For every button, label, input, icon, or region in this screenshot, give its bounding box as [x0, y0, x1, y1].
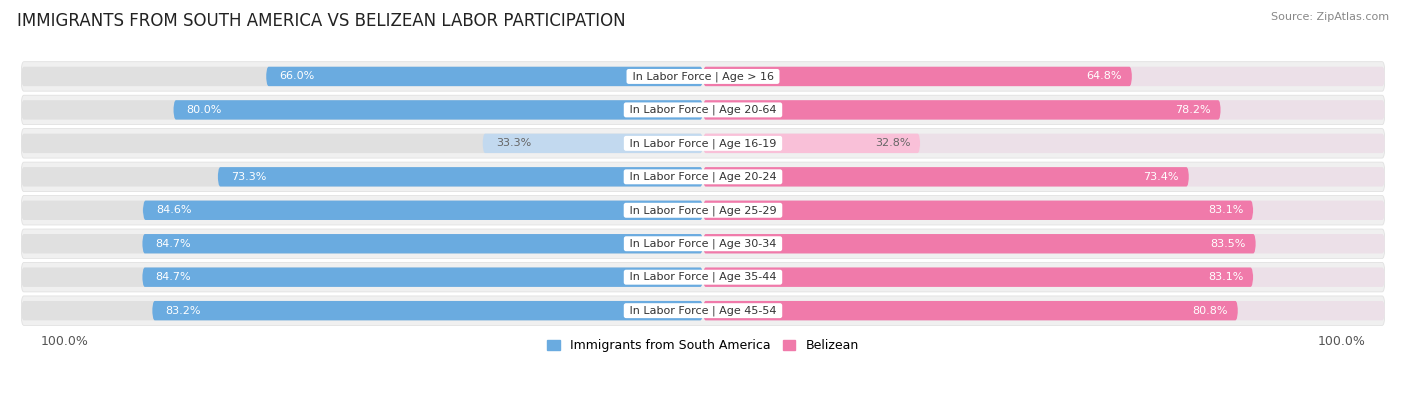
FancyBboxPatch shape: [143, 201, 703, 220]
FancyBboxPatch shape: [703, 134, 1385, 153]
Text: 80.8%: 80.8%: [1192, 306, 1227, 316]
Text: 84.6%: 84.6%: [156, 205, 191, 215]
Text: 100.0%: 100.0%: [41, 335, 89, 348]
FancyBboxPatch shape: [266, 67, 703, 86]
FancyBboxPatch shape: [142, 234, 703, 254]
Text: Source: ZipAtlas.com: Source: ZipAtlas.com: [1271, 12, 1389, 22]
FancyBboxPatch shape: [703, 167, 1189, 186]
FancyBboxPatch shape: [703, 301, 1237, 320]
FancyBboxPatch shape: [21, 234, 703, 254]
FancyBboxPatch shape: [173, 100, 703, 120]
FancyBboxPatch shape: [21, 229, 1385, 258]
FancyBboxPatch shape: [21, 95, 1385, 125]
FancyBboxPatch shape: [703, 301, 1385, 320]
FancyBboxPatch shape: [21, 267, 703, 287]
FancyBboxPatch shape: [218, 167, 703, 186]
Text: 80.0%: 80.0%: [187, 105, 222, 115]
FancyBboxPatch shape: [21, 167, 703, 186]
FancyBboxPatch shape: [21, 134, 703, 153]
FancyBboxPatch shape: [21, 296, 1385, 325]
Text: In Labor Force | Age 45-54: In Labor Force | Age 45-54: [626, 305, 780, 316]
FancyBboxPatch shape: [21, 67, 703, 86]
FancyBboxPatch shape: [703, 67, 1132, 86]
FancyBboxPatch shape: [703, 100, 1220, 120]
Text: 84.7%: 84.7%: [156, 239, 191, 249]
FancyBboxPatch shape: [21, 262, 1385, 292]
FancyBboxPatch shape: [21, 301, 703, 320]
FancyBboxPatch shape: [21, 129, 1385, 158]
FancyBboxPatch shape: [21, 100, 703, 120]
FancyBboxPatch shape: [703, 267, 1385, 287]
Text: In Labor Force | Age 35-44: In Labor Force | Age 35-44: [626, 272, 780, 282]
FancyBboxPatch shape: [703, 67, 1385, 86]
Text: In Labor Force | Age 20-24: In Labor Force | Age 20-24: [626, 171, 780, 182]
Text: In Labor Force | Age 16-19: In Labor Force | Age 16-19: [626, 138, 780, 149]
FancyBboxPatch shape: [482, 134, 703, 153]
FancyBboxPatch shape: [703, 234, 1256, 254]
Text: 73.4%: 73.4%: [1143, 172, 1180, 182]
FancyBboxPatch shape: [21, 196, 1385, 225]
Text: 83.1%: 83.1%: [1208, 272, 1243, 282]
Text: 83.5%: 83.5%: [1211, 239, 1246, 249]
Text: IMMIGRANTS FROM SOUTH AMERICA VS BELIZEAN LABOR PARTICIPATION: IMMIGRANTS FROM SOUTH AMERICA VS BELIZEA…: [17, 12, 626, 30]
FancyBboxPatch shape: [703, 201, 1385, 220]
Text: 32.8%: 32.8%: [875, 138, 910, 149]
FancyBboxPatch shape: [703, 234, 1385, 254]
Text: 83.1%: 83.1%: [1208, 205, 1243, 215]
Text: In Labor Force | Age > 16: In Labor Force | Age > 16: [628, 71, 778, 82]
FancyBboxPatch shape: [152, 301, 703, 320]
FancyBboxPatch shape: [21, 162, 1385, 192]
FancyBboxPatch shape: [703, 267, 1253, 287]
Text: 78.2%: 78.2%: [1175, 105, 1211, 115]
FancyBboxPatch shape: [703, 167, 1385, 186]
Text: In Labor Force | Age 20-64: In Labor Force | Age 20-64: [626, 105, 780, 115]
Text: 84.7%: 84.7%: [156, 272, 191, 282]
Text: In Labor Force | Age 30-34: In Labor Force | Age 30-34: [626, 239, 780, 249]
Text: 64.8%: 64.8%: [1087, 71, 1122, 81]
FancyBboxPatch shape: [703, 134, 920, 153]
FancyBboxPatch shape: [142, 267, 703, 287]
Legend: Immigrants from South America, Belizean: Immigrants from South America, Belizean: [547, 339, 859, 352]
Text: 66.0%: 66.0%: [280, 71, 315, 81]
Text: 83.2%: 83.2%: [166, 306, 201, 316]
FancyBboxPatch shape: [703, 201, 1253, 220]
Text: 100.0%: 100.0%: [1317, 335, 1365, 348]
FancyBboxPatch shape: [21, 201, 703, 220]
Text: 73.3%: 73.3%: [231, 172, 266, 182]
FancyBboxPatch shape: [21, 62, 1385, 91]
FancyBboxPatch shape: [703, 100, 1385, 120]
Text: 33.3%: 33.3%: [496, 138, 531, 149]
Text: In Labor Force | Age 25-29: In Labor Force | Age 25-29: [626, 205, 780, 216]
